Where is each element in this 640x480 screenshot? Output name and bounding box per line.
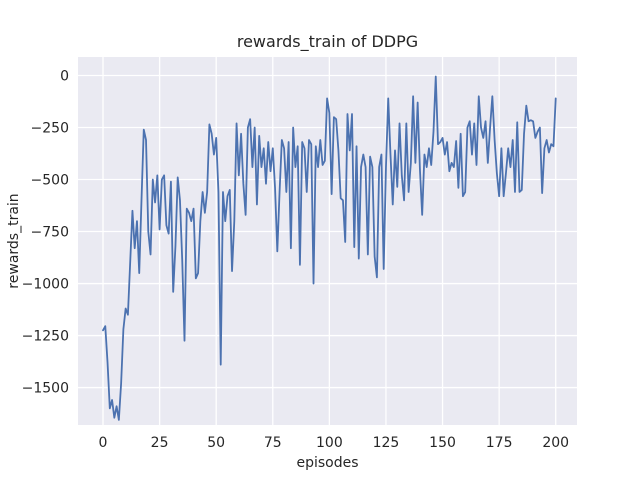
y-tick-label: −1500: [22, 381, 69, 397]
x-tick-label: 0: [99, 435, 108, 451]
x-tick-label: 125: [373, 435, 400, 451]
y-axis-label: rewards_train: [6, 193, 22, 288]
y-tick-labels: 0 −250 −500 −750 −1000 −1250 −1500: [22, 69, 69, 397]
y-tick-label: −250: [31, 121, 69, 137]
y-tick-label: 0: [60, 69, 69, 85]
x-tick-label: 25: [151, 435, 169, 451]
x-tick-label: 175: [486, 435, 513, 451]
y-tick-label: −1250: [22, 329, 69, 345]
x-tick-label: 150: [429, 435, 456, 451]
x-axis-label: episodes: [296, 455, 358, 471]
y-tick-label: −500: [31, 173, 69, 189]
chart-title: rewards_train of DDPG: [237, 32, 418, 52]
x-tick-labels: 0 25 50 75 100 125 150 175 200: [99, 435, 570, 451]
x-tick-label: 75: [264, 435, 282, 451]
y-tick-label: −750: [31, 225, 69, 241]
data-line: [102, 75, 557, 421]
x-tick-label: 100: [316, 435, 343, 451]
x-tick-label: 200: [542, 435, 569, 451]
y-tick-label: −1000: [22, 277, 69, 293]
x-tick-label: 50: [207, 435, 225, 451]
data-series: [102, 75, 557, 421]
